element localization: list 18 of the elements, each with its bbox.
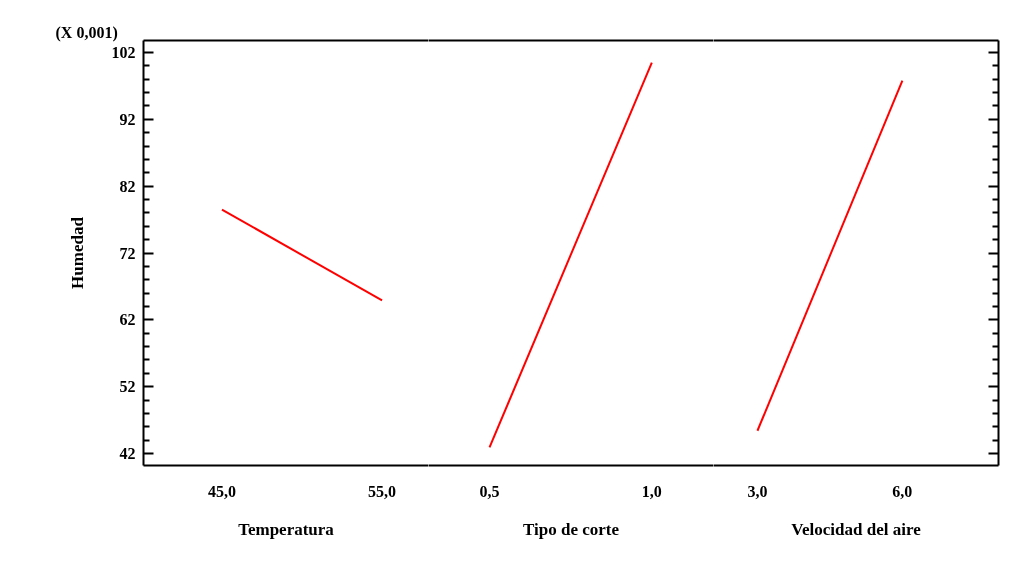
y-tick-label: 62 [119,311,136,329]
x-tick-label: 0,5 [479,482,500,500]
text: (X 0,001) [55,23,118,42]
x-tick-label: 6,0 [892,482,913,500]
y-tick-label: 82 [119,177,136,195]
x-axis-title: Velocidad del aire [791,519,922,539]
y-tick-label: 72 [119,244,136,262]
x-axis-title: Temperatura [238,519,335,539]
x-tick-label: 3,0 [747,482,768,500]
y-tick-label: 42 [119,444,136,462]
y-tick-label: 102 [111,44,136,62]
y-tick-label: 92 [119,110,136,128]
x-axis-title: Tipo de corte [523,519,620,539]
x-tick-label: 45,0 [207,482,236,500]
y-axis-title: Humedad [67,216,87,289]
x-tick-label: 1,0 [641,482,662,500]
x-tick-label: 55,0 [368,482,397,500]
y-tick-label: 52 [119,378,136,396]
